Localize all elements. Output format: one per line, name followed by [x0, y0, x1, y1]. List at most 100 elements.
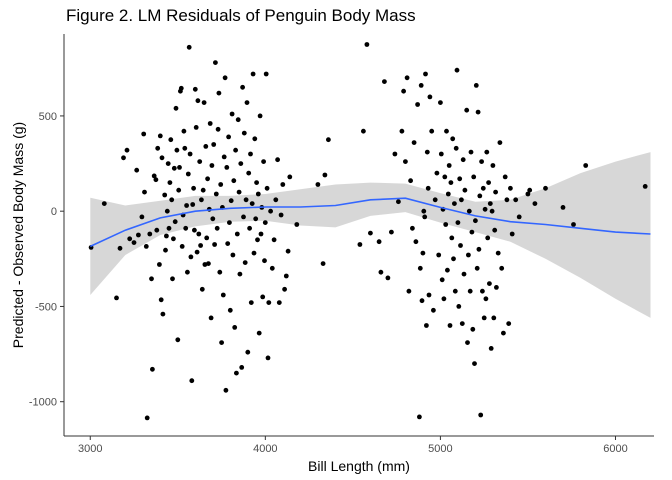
- data-point: [434, 170, 440, 176]
- data-point: [153, 177, 159, 183]
- data-point: [168, 137, 174, 143]
- data-point: [232, 325, 238, 330]
- data-point: [220, 292, 226, 298]
- data-point: [241, 130, 247, 136]
- y-tick-label: -1000: [29, 397, 57, 409]
- data-point: [217, 269, 223, 275]
- data-point: [459, 321, 465, 326]
- data-point: [268, 208, 273, 214]
- data-point: [480, 288, 485, 294]
- data-point: [458, 243, 463, 248]
- data-point: [424, 323, 429, 328]
- data-point: [543, 185, 548, 191]
- data-point: [260, 294, 266, 300]
- data-point: [484, 149, 490, 155]
- data-point: [182, 145, 188, 151]
- data-point: [142, 189, 147, 195]
- confidence-band: [90, 152, 651, 318]
- data-point: [231, 178, 237, 184]
- x-tick-label: 5000: [428, 443, 452, 455]
- data-point: [449, 235, 455, 241]
- data-point: [487, 201, 493, 207]
- data-point: [207, 121, 213, 126]
- data-point: [502, 174, 508, 180]
- data-point: [495, 250, 501, 256]
- data-point: [234, 370, 239, 376]
- data-point: [265, 355, 271, 361]
- data-point: [171, 236, 176, 242]
- data-point: [203, 144, 209, 149]
- data-point: [244, 100, 250, 105]
- data-point: [445, 267, 450, 273]
- data-point: [420, 250, 426, 256]
- data-point: [250, 71, 256, 77]
- data-point: [444, 128, 449, 134]
- data-point: [441, 296, 447, 302]
- data-point: [216, 90, 222, 96]
- data-point: [471, 174, 477, 180]
- scatter-points-layer: [88, 42, 648, 421]
- data-point: [234, 231, 240, 237]
- data-point: [481, 315, 487, 321]
- data-point: [227, 220, 232, 226]
- data-point: [583, 163, 589, 168]
- data-point: [240, 84, 246, 90]
- data-point: [315, 182, 321, 187]
- data-point: [483, 296, 489, 302]
- data-point: [273, 197, 279, 203]
- data-point: [361, 128, 366, 134]
- data-point: [455, 220, 461, 226]
- data-point: [425, 185, 431, 191]
- data-point: [187, 151, 193, 157]
- data-point: [516, 214, 522, 220]
- data-point: [173, 105, 179, 111]
- data-point: [473, 83, 479, 88]
- data-point: [480, 185, 486, 191]
- data-point: [438, 100, 443, 105]
- data-point: [426, 292, 432, 298]
- data-point: [448, 180, 454, 186]
- data-point: [167, 180, 173, 186]
- data-point: [258, 231, 264, 237]
- data-point: [179, 244, 185, 249]
- data-point: [285, 248, 291, 254]
- data-point: [642, 184, 648, 189]
- data-point: [269, 265, 275, 271]
- data-point: [465, 340, 470, 345]
- data-point: [287, 174, 293, 180]
- data-point: [410, 225, 415, 231]
- x-tick-label: 3000: [78, 443, 102, 455]
- data-point: [403, 159, 408, 165]
- data-point: [506, 321, 512, 326]
- data-point: [162, 192, 168, 198]
- data-point: [236, 189, 242, 195]
- data-point: [175, 337, 181, 343]
- data-point: [210, 216, 216, 222]
- data-point: [457, 176, 463, 182]
- data-point: [432, 197, 438, 203]
- data-point: [229, 111, 235, 117]
- data-point: [396, 199, 401, 205]
- data-point: [429, 128, 435, 134]
- data-point: [257, 113, 263, 119]
- data-point: [253, 216, 259, 222]
- y-tick-label: -500: [35, 301, 57, 313]
- data-point: [571, 222, 576, 227]
- y-axis-title: Predicted - Observed Body Mass (g): [10, 122, 26, 348]
- data-point: [275, 157, 280, 163]
- data-point: [408, 178, 413, 184]
- data-point: [136, 232, 141, 238]
- data-point: [385, 275, 391, 281]
- data-point: [226, 134, 232, 140]
- data-point: [248, 300, 254, 305]
- data-point: [489, 208, 495, 214]
- data-point: [466, 208, 472, 214]
- data-point: [422, 214, 428, 220]
- data-point: [158, 297, 164, 303]
- data-point: [201, 100, 207, 105]
- data-point: [439, 277, 445, 283]
- data-point: [418, 83, 424, 88]
- data-point: [254, 180, 259, 186]
